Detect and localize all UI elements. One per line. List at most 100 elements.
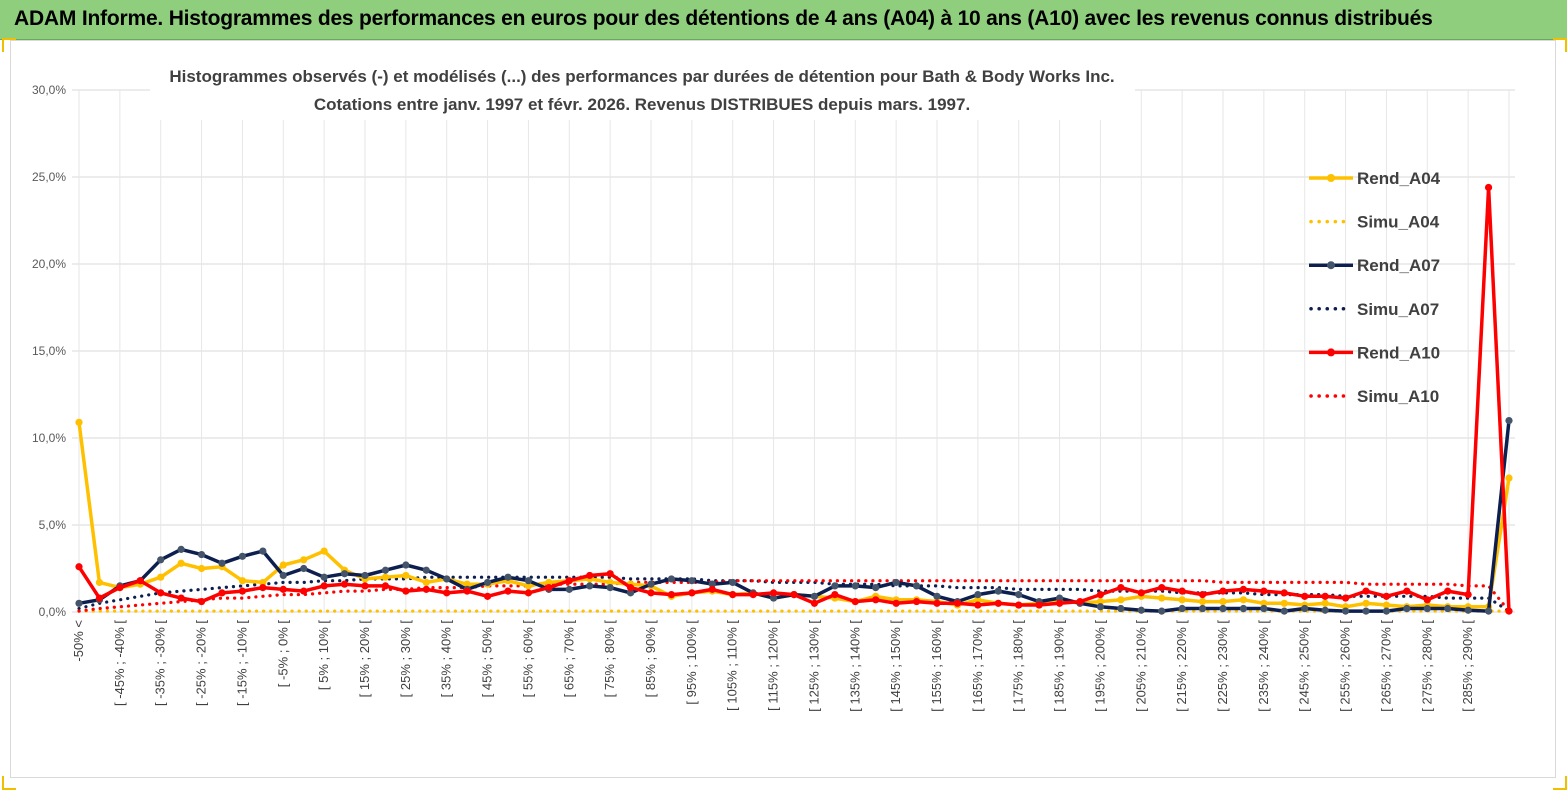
legend-label: Simu_A04	[1357, 213, 1440, 232]
data-point	[688, 589, 696, 597]
data-point	[790, 591, 798, 599]
grid-layer	[72, 89, 1515, 613]
data-point	[1239, 596, 1248, 604]
data-point	[1505, 474, 1513, 482]
data-point	[422, 585, 430, 593]
x-tick-label: [ 135% ; 140% [	[847, 620, 862, 712]
y-tick-label: 0,0%	[39, 605, 67, 619]
x-tick-label: [ 175% ; 180% [	[1011, 620, 1026, 712]
chart-frame	[10, 40, 1556, 778]
data-point	[1158, 584, 1166, 592]
data-point	[95, 578, 104, 587]
series-line-rend_a10	[77, 185, 1511, 613]
data-point	[1423, 596, 1431, 604]
data-point	[606, 578, 614, 587]
data-point	[892, 578, 900, 587]
data-point	[279, 571, 287, 580]
data-point	[586, 582, 594, 590]
data-point	[75, 418, 83, 426]
data-point	[831, 582, 839, 590]
data-point	[300, 556, 308, 564]
data-point	[463, 580, 471, 588]
data-point	[279, 585, 287, 593]
x-tick-label: [ 205% ; 210% [	[1133, 620, 1148, 712]
x-tick-label: [ 75% ; 80% [	[602, 620, 617, 698]
report-title: ADAM Informe. Histogrammes des performan…	[14, 7, 1433, 30]
data-point	[320, 547, 328, 555]
x-tick-label: [ 35% ; 40% [	[439, 620, 454, 698]
data-point	[626, 589, 635, 597]
data-point	[279, 561, 287, 569]
data-point	[504, 573, 512, 581]
y-tick-label: 10,0%	[32, 431, 66, 445]
legend-marker	[1327, 261, 1335, 270]
legend-label: Simu_A10	[1357, 387, 1439, 406]
series-line-rend_a04	[77, 420, 1511, 609]
data-point	[197, 564, 206, 573]
data-point	[340, 570, 349, 578]
data-point	[769, 594, 778, 602]
data-point	[1444, 587, 1452, 595]
data-point	[1260, 599, 1268, 607]
data-point	[586, 571, 594, 580]
data-point	[1158, 607, 1166, 615]
x-tick-label: [ -15% ; -10% [	[234, 620, 249, 706]
data-point	[1362, 607, 1370, 615]
x-tick-label: [ 275% ; 280% [	[1419, 620, 1434, 712]
data-point	[1464, 591, 1472, 599]
data-point	[1505, 607, 1513, 615]
x-tick-label: [ 235% ; 240% [	[1256, 620, 1271, 712]
x-tick-label: [ 95% ; 100% [	[684, 620, 699, 705]
data-point	[565, 577, 573, 585]
data-point	[1301, 604, 1309, 613]
frame-corner-top-right	[1553, 38, 1567, 52]
data-point	[647, 580, 655, 588]
x-tick-label: [ -35% ; -30% [	[153, 620, 168, 706]
data-point	[851, 597, 859, 606]
data-point	[463, 587, 471, 595]
legend-entry-rend_a04: Rend_A04	[1309, 169, 1441, 188]
legend-entry-simu_a04: Simu_A04	[1309, 213, 1440, 232]
data-point	[1117, 584, 1125, 592]
series-line-simu_a07	[77, 575, 1511, 613]
data-point	[729, 578, 737, 587]
y-tick-label: 30,0%	[32, 83, 66, 97]
data-point	[545, 578, 553, 587]
series-simu_a07	[77, 575, 1511, 613]
x-tick-label: [ 245% ; 250% [	[1297, 620, 1312, 712]
x-tick-label: [ 5% ; 10% [	[316, 620, 331, 690]
data-point	[1198, 604, 1207, 613]
chart-title-group: Histogrammes observés (-) et modélisés (…	[150, 60, 1135, 120]
data-point	[402, 571, 410, 580]
data-point	[953, 599, 962, 607]
data-point	[177, 559, 185, 567]
data-point	[769, 589, 778, 597]
data-point	[402, 587, 410, 595]
data-point	[1055, 599, 1064, 607]
data-point	[1484, 183, 1493, 192]
data-point	[95, 594, 104, 602]
data-point	[1484, 607, 1493, 615]
data-point	[1198, 597, 1207, 606]
data-point	[1403, 587, 1411, 595]
data-point	[1219, 604, 1227, 613]
data-point	[974, 591, 982, 599]
data-point	[1239, 604, 1248, 613]
series-layer	[75, 183, 1513, 615]
legend-label: Simu_A07	[1357, 300, 1439, 319]
data-point	[1280, 599, 1288, 607]
chart-legend: Rend_A04 Simu_A04 Rend_A07 Simu_A07 Rend_A10…	[1309, 169, 1441, 406]
data-point	[524, 582, 533, 590]
x-tick-label: [ 85% ; 90% [	[643, 620, 658, 698]
data-point	[1444, 604, 1452, 613]
frame-corner-bottom-right	[1553, 776, 1567, 790]
data-point	[177, 545, 185, 553]
data-point	[545, 584, 553, 592]
series-rend_a10	[75, 183, 1513, 615]
x-tick-label: [ 285% ; 290% [	[1460, 620, 1475, 712]
legend-label: Rend_A10	[1357, 343, 1440, 362]
legend-entry-rend_a07: Rend_A07	[1309, 256, 1440, 275]
x-tick-label: -50% <	[71, 620, 86, 662]
legend-marker	[1327, 174, 1335, 182]
data-point	[443, 589, 451, 597]
